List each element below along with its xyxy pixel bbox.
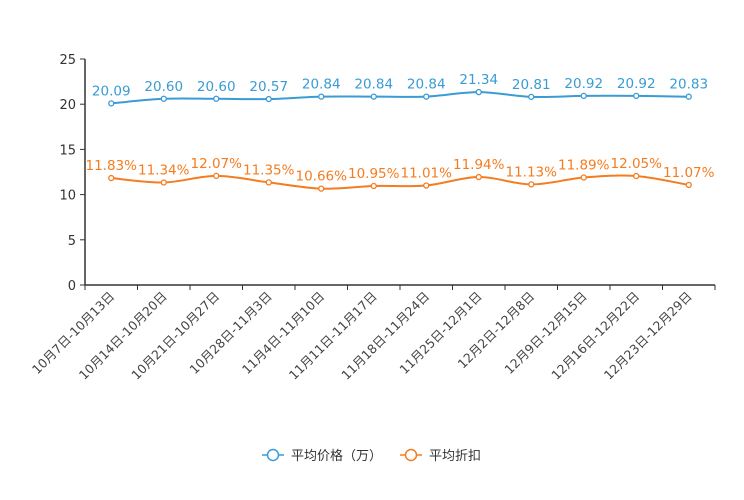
data-label: 20.60 [144, 79, 183, 95]
x-tick-label: 11月11日-11月17日 [286, 289, 380, 383]
data-point [475, 173, 482, 181]
data-point [265, 95, 272, 103]
data-label: 20.84 [407, 77, 446, 93]
data-point [108, 174, 115, 182]
data-point [318, 93, 325, 100]
data-point [685, 181, 692, 189]
y-tick-label: 15 [59, 143, 76, 158]
data-label: 10.95% [348, 166, 400, 182]
data-point [528, 181, 535, 188]
data-label: 11.35% [243, 162, 295, 178]
data-point [370, 182, 377, 190]
data-point [633, 172, 640, 180]
data-point [265, 179, 272, 186]
data-label: 11.01% [401, 165, 453, 181]
series-line [111, 91, 689, 105]
legend-label: 平均价格（万） [291, 448, 382, 464]
data-point [213, 95, 220, 102]
data-label: 11.34% [138, 162, 190, 178]
y-tick-label: 20 [59, 98, 76, 113]
data-label: 11.07% [663, 165, 715, 181]
data-label: 11.83% [86, 158, 138, 174]
x-tick-label: 12月23日-12月29日 [601, 289, 695, 383]
legend-marker-icon [266, 448, 280, 462]
data-label: 20.84 [302, 77, 341, 93]
y-tick-label: 25 [59, 53, 76, 68]
data-point [580, 92, 587, 100]
x-tick-label: 10月14日-10月20日 [76, 289, 170, 383]
data-point [528, 93, 535, 101]
data-label: 20.92 [617, 76, 656, 92]
data-label: 20.60 [197, 79, 236, 95]
data-label: 10.66% [296, 169, 348, 185]
data-label: 20.83 [669, 77, 708, 93]
data-point [423, 182, 430, 189]
data-point [318, 185, 325, 192]
data-point [475, 88, 482, 96]
data-point [160, 95, 167, 102]
x-tick-label: 11月18日-11月24日 [338, 289, 432, 383]
data-label: 20.09 [92, 83, 131, 99]
data-point [685, 93, 692, 100]
data-point [160, 179, 167, 186]
x-tick-label: 10月21日-10月27日 [128, 289, 222, 383]
data-label: 20.92 [564, 76, 603, 92]
data-point [580, 174, 587, 181]
data-label: 12.05% [611, 156, 663, 172]
data-point [423, 93, 430, 100]
data-point [213, 172, 220, 180]
series-line [111, 174, 689, 190]
data-point [108, 100, 115, 107]
data-label: 12.07% [191, 156, 243, 172]
data-label: 11.89% [558, 158, 610, 174]
y-tick-label: 0 [68, 279, 76, 294]
y-tick-label: 5 [68, 234, 76, 249]
x-tick-label: 12月16日-12月22日 [548, 289, 642, 383]
data-point [370, 93, 377, 100]
data-label: 20.81 [512, 77, 551, 93]
data-label: 21.34 [459, 72, 498, 88]
data-point [633, 92, 640, 100]
data-label: 11.13% [506, 164, 558, 180]
data-label: 11.94% [453, 157, 505, 173]
legend-marker-icon [404, 448, 418, 462]
data-label: 20.57 [249, 79, 288, 95]
data-label: 20.84 [354, 77, 393, 93]
y-tick-label: 10 [59, 189, 76, 204]
legend-label: 平均折扣 [429, 449, 481, 464]
